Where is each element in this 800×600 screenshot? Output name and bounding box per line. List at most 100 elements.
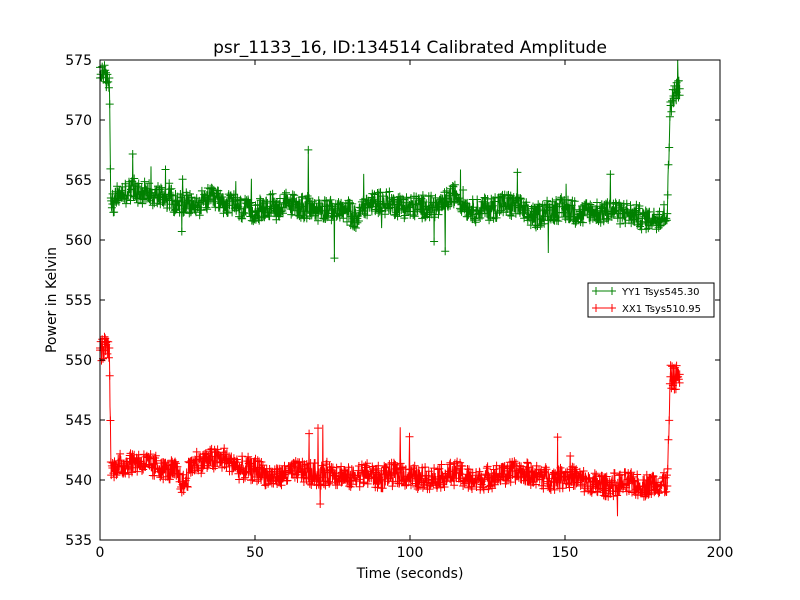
series-layer	[96, 59, 684, 517]
data-point	[623, 209, 631, 218]
data-point	[266, 473, 275, 482]
data-point	[514, 203, 523, 212]
chart-title: psr_1133_16, ID:134514 Calibrated Amplit…	[213, 38, 607, 58]
data-point	[530, 471, 538, 480]
data-point	[483, 204, 492, 213]
data-point	[545, 206, 554, 214]
data-point	[105, 74, 114, 82]
y-tick-label: 540	[65, 473, 92, 489]
data-point	[282, 470, 290, 478]
data-point	[561, 204, 569, 213]
x-tick-label: 50	[246, 545, 264, 561]
data-point	[499, 470, 507, 478]
data-point	[266, 202, 275, 211]
data-point	[179, 482, 188, 490]
data-point	[220, 197, 228, 206]
data-point	[158, 464, 166, 472]
x-tick-label: 150	[552, 545, 579, 561]
data-point	[235, 204, 244, 213]
data-point	[127, 185, 135, 194]
data-point	[204, 195, 213, 204]
data-point	[452, 468, 461, 477]
data-point	[675, 370, 684, 379]
data-point	[530, 213, 538, 222]
data-point	[204, 456, 213, 465]
data-point	[282, 200, 290, 208]
data-point	[663, 482, 672, 490]
data-point	[483, 473, 492, 482]
data-point	[111, 460, 120, 469]
data-point	[158, 192, 166, 201]
data-point	[421, 202, 430, 211]
data-point	[437, 472, 445, 481]
data-point	[468, 207, 476, 216]
data-point	[592, 480, 600, 489]
data-point	[127, 458, 135, 466]
data-point	[220, 454, 228, 463]
data-point	[666, 98, 675, 106]
data-point	[390, 200, 399, 208]
data-point	[328, 204, 337, 213]
y-axis-label: Power in Kelvin	[44, 247, 60, 353]
data-point	[406, 203, 414, 212]
data-point	[189, 458, 197, 466]
data-point	[173, 197, 182, 206]
legend-marker	[592, 304, 600, 312]
data-point	[654, 478, 662, 487]
y-tick-label: 535	[65, 533, 92, 549]
y-tick-label: 550	[65, 353, 92, 369]
data-point	[607, 207, 616, 216]
data-point	[344, 207, 352, 216]
data-point	[545, 474, 554, 483]
x-tick-label: 0	[96, 545, 105, 561]
data-point	[654, 213, 662, 222]
data-point	[136, 459, 145, 468]
y-tick-label: 570	[65, 113, 92, 129]
data-point	[592, 208, 600, 217]
y-tick-label: 545	[65, 413, 92, 429]
data-point	[663, 209, 672, 218]
data-point	[421, 474, 430, 483]
legend-label-yy1: YY1 Tsys545.30	[621, 287, 700, 298]
data-point	[359, 203, 368, 212]
data-point	[269, 197, 278, 206]
data-point	[390, 470, 399, 478]
data-point	[108, 200, 117, 208]
data-point	[344, 473, 352, 482]
legend-label-xx1: XX1 Tsys510.95	[622, 304, 701, 315]
data-point	[313, 471, 321, 480]
data-point	[576, 209, 585, 218]
data-point	[328, 468, 337, 477]
data-point	[106, 194, 115, 202]
data-point	[623, 479, 631, 488]
data-point	[675, 84, 684, 93]
x-tick-label: 200	[707, 545, 734, 561]
legend-marker	[592, 287, 600, 295]
legend-marker	[608, 304, 616, 312]
data-point	[297, 202, 306, 211]
data-point	[272, 204, 281, 213]
y-tick-label: 575	[65, 53, 92, 69]
data-point	[375, 197, 383, 206]
data-point	[111, 195, 120, 204]
legend-box	[587, 282, 715, 318]
legend: YY1 Tsys545.30 XX1 Tsys510.95	[587, 282, 715, 318]
data-point	[189, 202, 197, 211]
data-point	[145, 461, 154, 470]
data-point	[375, 473, 383, 482]
data-point	[499, 200, 507, 208]
x-tick-label: 100	[397, 545, 424, 561]
data-point	[406, 472, 414, 481]
legend-marker	[608, 287, 616, 295]
data-point	[105, 344, 114, 352]
data-point	[136, 188, 145, 196]
data-point	[353, 214, 362, 223]
data-point	[359, 470, 368, 478]
data-point	[561, 472, 569, 481]
y-tick-label: 565	[65, 173, 92, 189]
y-tick-label: 555	[65, 293, 92, 309]
data-point	[576, 476, 585, 484]
data-point	[251, 208, 259, 217]
ticks-layer: 0 50 100 150 200 535 540 545 550 555 560 565 570 575	[65, 53, 733, 561]
